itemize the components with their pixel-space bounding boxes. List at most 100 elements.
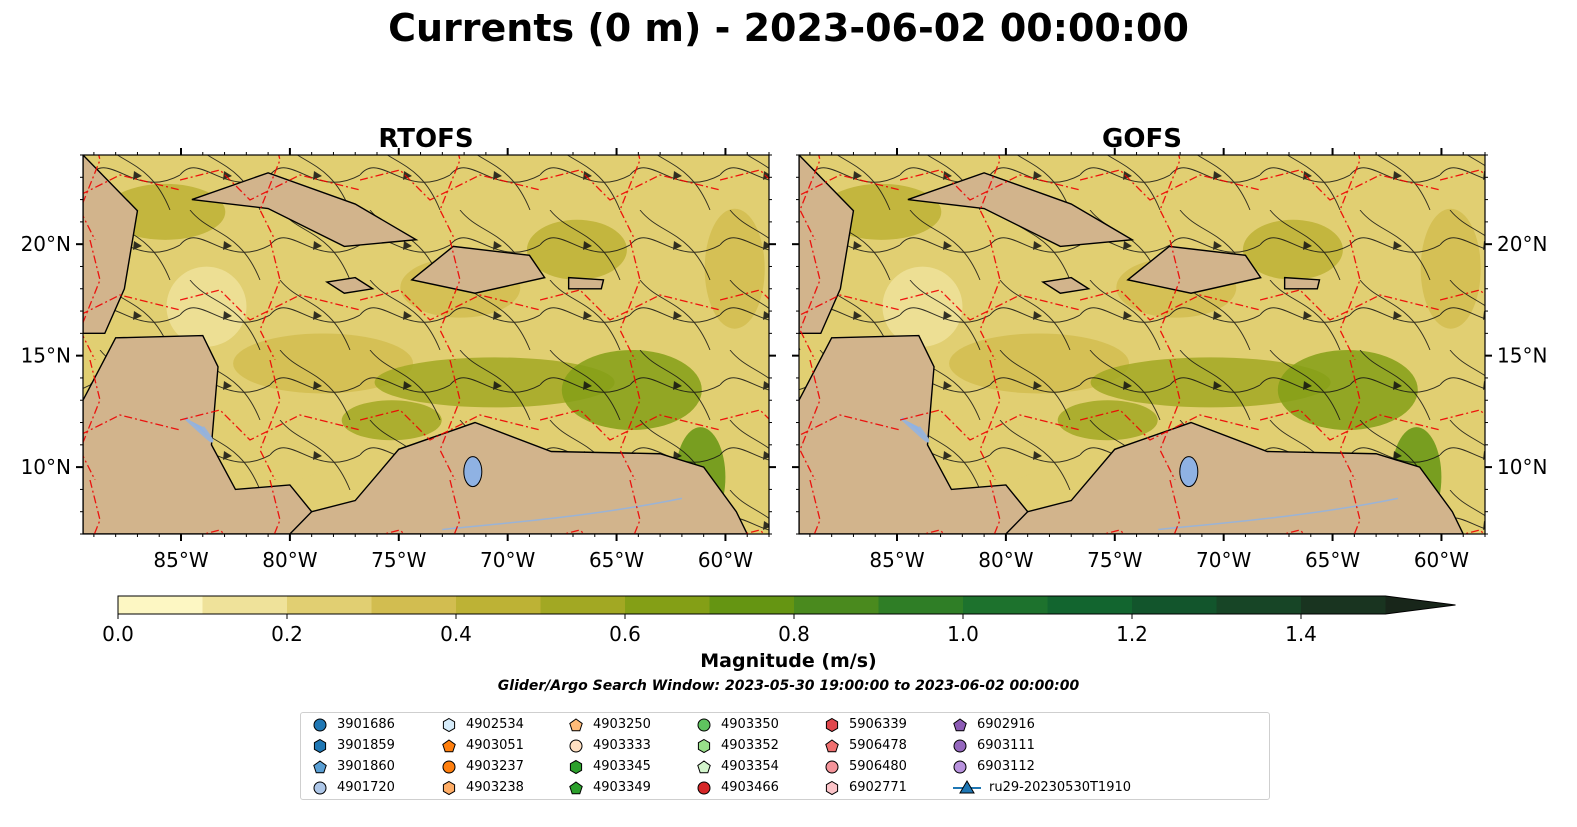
y-tick-label: 10°N [21, 455, 71, 479]
legend-label: 5906478 [849, 738, 907, 753]
legend-label: 4903350 [721, 717, 779, 732]
legend-marker-circle [825, 760, 839, 774]
legend-label: 4901720 [337, 780, 395, 795]
legend-label: 4903238 [466, 780, 524, 795]
legend-marker-hexagon [313, 738, 327, 754]
legend-label: 6902916 [977, 717, 1035, 732]
colorbar-segment [287, 596, 372, 614]
legend-marker-circle [697, 718, 711, 732]
x-tick-label: 75°W [1087, 548, 1142, 572]
colorbar-tick-label: 0.6 [609, 622, 641, 646]
y-tick-label: 15°N [1497, 344, 1547, 368]
legend-label: 5906339 [849, 717, 907, 732]
colorbar-tick-label: 0.0 [102, 622, 134, 646]
legend-marker-pentagon [569, 781, 583, 795]
colorbar-segment [794, 596, 879, 614]
colorbar-segment [625, 596, 710, 614]
legend-marker-pentagon [825, 739, 839, 753]
colorbar-tick-label: 0.4 [440, 622, 472, 646]
colorbar-segment [1047, 596, 1133, 614]
legend-marker-hexagon [569, 759, 583, 775]
colorbar-tick-label: 0.8 [778, 622, 810, 646]
legend-label: 4903354 [721, 759, 779, 774]
x-tick-label: 60°W [1414, 548, 1469, 572]
legend-label: 6902771 [849, 780, 907, 795]
legend-label: 4902534 [466, 717, 524, 732]
map-content [83, 155, 769, 534]
legend-label: 4903349 [593, 780, 651, 795]
y-tick-label: 10°N [1497, 455, 1547, 479]
eez-boundaries [799, 155, 1485, 534]
legend-marker-pentagon [313, 760, 327, 774]
legend-marker-pentagon [697, 760, 711, 774]
colorbar-segment [1216, 596, 1302, 614]
legend-label: 4903466 [721, 780, 779, 795]
colorbar-tick-label: 1.4 [1285, 622, 1317, 646]
map-frame [798, 154, 1486, 535]
legend-label: 4903051 [466, 738, 524, 753]
legend-label: 6903111 [977, 738, 1035, 753]
legend-label: 5906480 [849, 759, 907, 774]
x-tick-label: 70°W [480, 548, 535, 572]
search-window-text: Glider/Argo Search Window: 2023-05-30 19… [497, 678, 1080, 694]
colorbar-segment [963, 596, 1048, 614]
y-tick-label: 20°N [21, 232, 71, 256]
x-tick-label: 85°W [153, 548, 208, 572]
map-content [799, 155, 1485, 534]
colorbar-extend-arrow [1385, 596, 1456, 614]
legend-label: 4903333 [593, 738, 651, 753]
legend-marker-hexagon [697, 738, 711, 754]
legend-marker-circle [313, 781, 327, 795]
legend-marker-circle [697, 781, 711, 795]
legend-label: 3901859 [337, 738, 395, 753]
colorbar-segment [456, 596, 541, 614]
colorbar-segment [709, 596, 795, 614]
legend-marker-circle [442, 760, 456, 774]
legend-label: 4903352 [721, 738, 779, 753]
legend-marker-hexagon [825, 780, 839, 796]
x-tick-label: 60°W [698, 548, 753, 572]
legend-label: 4903250 [593, 717, 651, 732]
legend-marker-pentagon [569, 718, 583, 732]
y-tick-label: 20°N [1497, 232, 1547, 256]
colorbar-segment [1301, 596, 1386, 614]
legend-marker-hexagon [825, 717, 839, 733]
colorbar-tick-label: 0.2 [271, 622, 303, 646]
legend-marker-triangle-line [953, 780, 981, 794]
figure-title: Currents (0 m) - 2023-06-02 00:00:00 [388, 6, 1189, 50]
legend-label: 3901686 [337, 717, 395, 732]
legend-marker-circle [953, 760, 967, 774]
legend-label: 4903345 [593, 759, 651, 774]
legend-marker-hexagon [442, 780, 456, 796]
legend-label: 3901860 [337, 759, 395, 774]
colorbar-segment [1132, 596, 1217, 614]
x-tick-label: 65°W [589, 548, 644, 572]
colorbar: 0.0 0.2 0.4 0.6 0.8 1.0 1.2 1.4 [102, 595, 1456, 646]
legend-marker-circle [569, 739, 583, 753]
x-tick-label: 80°W [262, 548, 317, 572]
x-tick-label: 75°W [371, 548, 426, 572]
colorbar-tick-label: 1.2 [1116, 622, 1148, 646]
legend-label: 4903237 [466, 759, 524, 774]
legend-marker-pentagon [953, 718, 967, 732]
x-tick-label: 80°W [978, 548, 1033, 572]
legend: 3901686 3901859 3901860 4901720 4902534 49030… [300, 712, 1270, 800]
panel-title: RTOFS [378, 124, 473, 154]
colorbar-segment [202, 596, 288, 614]
colorbar-segment [118, 596, 203, 614]
legend-label: ru29-20230530T1910 [989, 780, 1132, 795]
colorbar-segment [878, 596, 964, 614]
map-frame [82, 154, 770, 535]
y-tick-label: 15°N [21, 344, 71, 368]
map-panel-rtofs: RTOFS 85°W 80°W 75°W 70°W 65°W 60°W 10°N 15°N 20°… [21, 124, 776, 572]
colorbar-tick-label: 1.0 [947, 622, 979, 646]
colorbar-segment [371, 596, 457, 614]
colorbar-outline [117, 595, 1456, 615]
legend-marker-circle [953, 739, 967, 753]
colorbar-segment [540, 596, 626, 614]
x-tick-label: 65°W [1305, 548, 1360, 572]
legend-marker-hexagon [442, 717, 456, 733]
eez-boundaries [83, 155, 769, 534]
